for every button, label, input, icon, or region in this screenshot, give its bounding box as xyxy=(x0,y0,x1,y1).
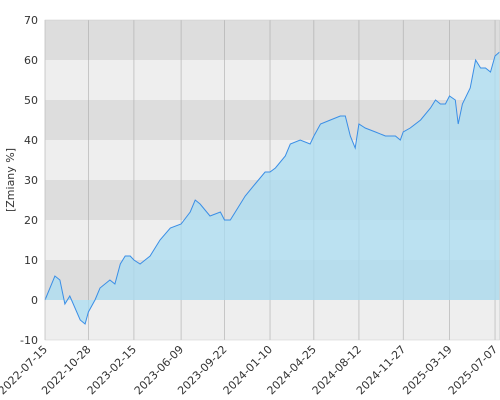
y-tick-label: 10 xyxy=(24,254,38,267)
y-tick-label: -10 xyxy=(20,334,38,347)
background-band xyxy=(45,300,500,340)
y-tick-label: 0 xyxy=(31,294,38,307)
y-tick-label: 20 xyxy=(24,214,38,227)
y-tick-label: 70 xyxy=(24,14,38,27)
y-axis-label: [Zmiany %] xyxy=(4,148,17,212)
y-tick-label: 60 xyxy=(24,54,38,67)
x-tick-label: 2023-02-15 xyxy=(85,343,139,397)
line xyxy=(44,51,500,325)
background-band xyxy=(45,20,500,60)
area xyxy=(45,52,500,324)
y-tick-label: 50 xyxy=(24,94,38,107)
background-band xyxy=(45,60,500,100)
x-tick-label: 2025-07-07 xyxy=(446,343,500,397)
y-tick-label: 40 xyxy=(24,134,38,147)
y-tick-label: 30 xyxy=(24,174,38,187)
